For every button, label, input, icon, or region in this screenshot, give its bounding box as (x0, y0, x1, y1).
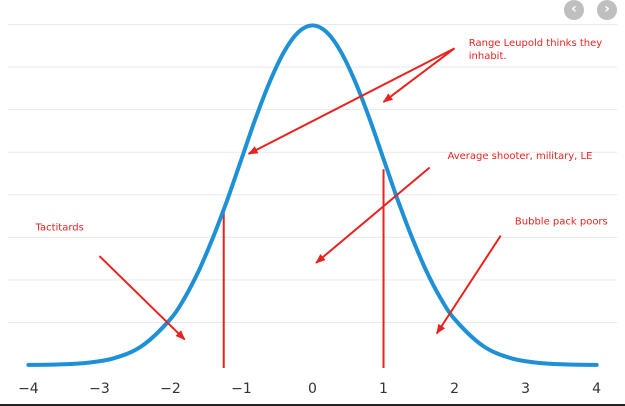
x-tick-label: 2 (450, 381, 459, 397)
annotation-label: Bubble pack poors (515, 217, 608, 228)
annotation-arrow (247, 47, 456, 155)
bottom-rule (0, 404, 625, 406)
annotation-label: Average shooter, military, LE (447, 151, 592, 162)
x-tick-label: 1 (379, 381, 388, 397)
chevron-right-icon: › (604, 1, 610, 17)
bell-curve-line (26, 23, 599, 367)
annotation-label-line2: inhabit. (469, 51, 507, 62)
x-tick-label: −3 (89, 381, 110, 397)
x-tick-label: 4 (592, 381, 601, 397)
x-tick-label: −4 (18, 381, 39, 397)
x-tick-label: 3 (521, 381, 530, 397)
chevron-left-icon: ‹ (571, 1, 577, 17)
x-axis-ticks: −4 −3 −2 −1 0 1 2 3 4 (18, 381, 601, 397)
prev-image-button[interactable]: ‹ (564, 0, 584, 20)
annotations: Range Leupold thinks they inhabit. Average… (35, 38, 608, 341)
annotation-arrow (98, 255, 186, 341)
annotation-label: Tactitards (35, 223, 84, 234)
annotation-arrow (315, 166, 431, 264)
x-tick-label: −2 (160, 381, 181, 397)
vertical-markers (222, 169, 385, 368)
x-tick-label: −1 (231, 381, 252, 397)
annotation-arrow (382, 47, 456, 103)
curve-group (26, 23, 599, 367)
x-tick-label: 0 (308, 381, 317, 397)
annotation-label: Range Leupold thinks they (469, 38, 602, 49)
annotation-arrow (435, 235, 502, 335)
next-image-button[interactable]: › (597, 0, 617, 20)
grid-lines (8, 24, 617, 323)
